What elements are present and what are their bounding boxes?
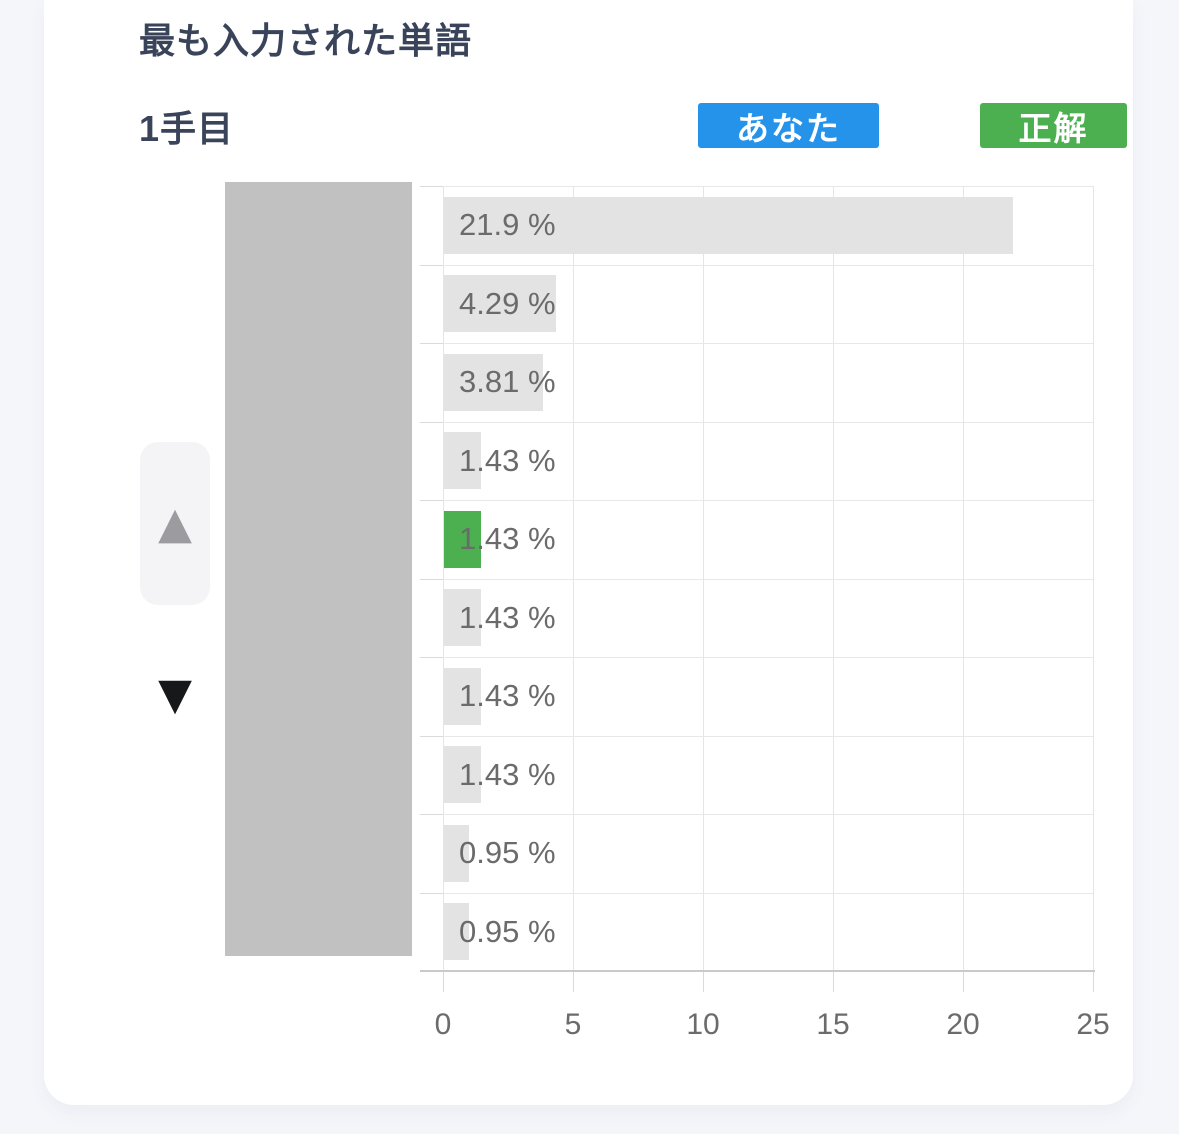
bar-value-label: 1.43 % bbox=[459, 521, 556, 557]
redacted-category-labels bbox=[225, 182, 412, 956]
legend-you-button[interactable]: あなた bbox=[698, 103, 879, 148]
plot-area: 0 5 10 15 20 25 21.9 % 4.29 % 3.81 % 1.43 % 1.43 %… bbox=[420, 185, 1110, 1041]
bar-value-label: 1.43 % bbox=[459, 599, 556, 635]
y-axis-tick bbox=[420, 185, 443, 187]
bar bbox=[444, 824, 469, 882]
stats-card: 最も入力された単語 1手目 あなた 正解 ▲ ▼ 0 5 10 15 20 25 21.9 … bbox=[44, 0, 1133, 1105]
row-gridline bbox=[443, 578, 1093, 580]
y-axis-tick bbox=[420, 735, 443, 737]
bar-value-label: 3.81 % bbox=[459, 364, 556, 400]
bar bbox=[444, 196, 1013, 254]
x-axis-tick bbox=[832, 971, 834, 992]
bar-correct-answer bbox=[444, 510, 481, 568]
row-gridline bbox=[443, 656, 1093, 658]
scroll-down-button[interactable]: ▼ bbox=[140, 650, 210, 740]
row-gridline bbox=[443, 735, 1093, 737]
legend-correct-button[interactable]: 正解 bbox=[980, 103, 1127, 148]
down-arrow-icon: ▼ bbox=[158, 669, 192, 720]
x-axis-line bbox=[420, 970, 1095, 972]
y-axis-tick bbox=[420, 499, 443, 501]
row-gridline bbox=[443, 185, 1093, 187]
row-gridline bbox=[443, 342, 1093, 344]
y-axis-tick bbox=[420, 656, 443, 658]
row-gridline bbox=[443, 499, 1093, 501]
x-axis-tick bbox=[442, 971, 444, 992]
x-tick-label: 20 bbox=[946, 1008, 980, 1041]
up-arrow-icon: ▲ bbox=[158, 497, 192, 549]
x-tick-label: 5 bbox=[564, 1008, 582, 1041]
bar-value-label: 1.43 % bbox=[459, 442, 556, 478]
x-axis-tick bbox=[962, 971, 964, 992]
scroll-up-button[interactable]: ▲ bbox=[140, 442, 210, 605]
y-axis-tick bbox=[420, 578, 443, 580]
bar bbox=[444, 589, 481, 647]
move-number-label: 1手目 bbox=[139, 108, 235, 149]
row-gridline bbox=[443, 421, 1093, 423]
gridline-vertical bbox=[1092, 186, 1094, 971]
bar bbox=[444, 667, 481, 725]
y-axis-tick bbox=[420, 264, 443, 266]
x-tick-label: 10 bbox=[686, 1008, 720, 1041]
bar-value-label: 4.29 % bbox=[459, 285, 556, 321]
bar bbox=[444, 353, 543, 411]
y-axis-tick bbox=[420, 813, 443, 815]
bar bbox=[444, 432, 481, 490]
bar bbox=[444, 903, 469, 961]
x-tick-label: 0 bbox=[434, 1008, 452, 1041]
bar-value-label: 1.43 % bbox=[459, 678, 556, 714]
y-axis-tick bbox=[420, 342, 443, 344]
x-axis-tick bbox=[572, 971, 574, 992]
row-gridline bbox=[443, 892, 1093, 894]
bar bbox=[444, 275, 556, 333]
bar-value-label: 0.95 % bbox=[459, 835, 556, 871]
y-axis-tick bbox=[420, 892, 443, 894]
page-title: 最も入力された単語 bbox=[139, 20, 473, 61]
x-tick-label: 25 bbox=[1076, 1008, 1110, 1041]
bar bbox=[444, 746, 481, 804]
x-tick-label: 15 bbox=[816, 1008, 850, 1041]
bar-value-label: 1.43 % bbox=[459, 756, 556, 792]
bar-value-label: 0.95 % bbox=[459, 913, 556, 949]
y-axis-tick bbox=[420, 421, 443, 423]
bar-value-label: 21.9 % bbox=[459, 207, 556, 243]
x-axis-tick bbox=[702, 971, 704, 992]
row-gridline bbox=[443, 264, 1093, 266]
x-axis-tick bbox=[1092, 971, 1094, 992]
row-gridline bbox=[443, 813, 1093, 815]
